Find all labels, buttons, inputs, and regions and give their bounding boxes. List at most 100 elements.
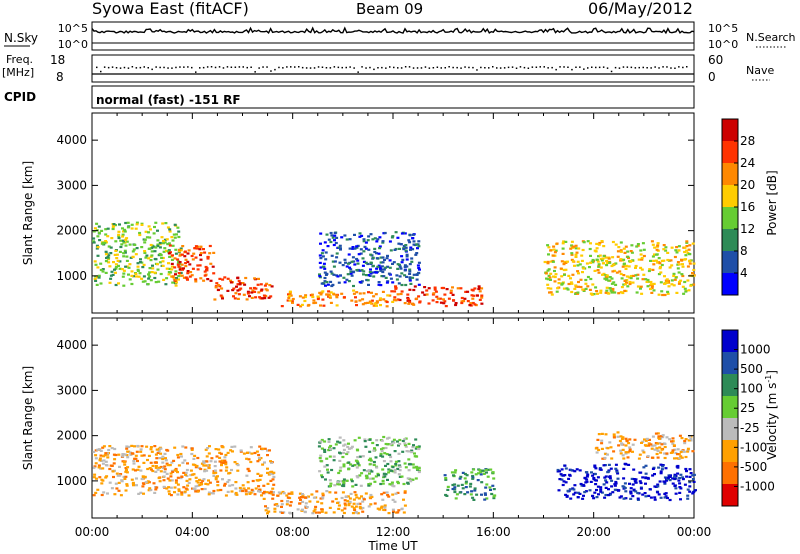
heatmap-cell [237,279,241,283]
heatmap-cell [299,305,303,308]
heatmap-cell [125,454,129,457]
heatmap-cell [347,447,351,450]
heatmap-cell [414,477,418,480]
heatmap-cell [238,489,242,493]
heatmap-cell [178,261,182,264]
heatmap-cell [453,490,457,494]
heatmap-cell [226,289,230,292]
heatmap-cell [688,481,692,484]
nave-dot [583,68,585,70]
heatmap-cell [121,453,125,456]
heatmap-cell [616,435,620,438]
heatmap-cell [120,243,124,246]
heatmap-cell [594,286,598,289]
heatmap-cell [123,477,127,480]
heatmap-cell [568,473,572,476]
heatmap-cell [136,269,140,272]
heatmap-cell [202,248,205,251]
heatmap-cell [214,471,218,474]
heatmap-cell [351,256,355,259]
heatmap-cell [156,451,160,454]
nave-dot [183,66,185,68]
heatmap-cell [327,290,331,293]
heatmap-cell [122,252,126,255]
heatmap-cell [653,496,657,499]
heatmap-cell [130,478,134,481]
heatmap-cell [346,499,350,503]
heatmap-cell [572,488,576,491]
heatmap-cell [669,451,673,454]
heatmap-cell [405,258,409,261]
heatmap-cell [312,496,316,499]
heatmap-cell [418,301,422,304]
heatmap-cell [640,441,643,444]
heatmap-cell [164,222,168,225]
nave-dot [670,67,672,69]
heatmap-cell [117,481,121,484]
heatmap-cell [96,266,100,269]
heatmap-cell [92,450,96,453]
heatmap-cell [158,243,162,246]
heatmap-cell [156,468,160,471]
heatmap-cell [150,450,154,453]
heatmap-cell [173,469,177,472]
heatmap-cell [256,479,260,482]
heatmap-cell [665,479,668,482]
heatmap-cell [208,445,211,448]
heatmap-cell [606,453,609,456]
heatmap-cell [166,243,170,246]
heatmap-cell [393,450,397,453]
heatmap-cell [251,479,255,483]
heatmap-cell [561,252,565,255]
heatmap-cell [373,447,376,450]
heatmap-cell [324,251,328,254]
heatmap-cell [687,248,691,251]
heatmap-cell [564,240,568,243]
heatmap-cell [653,253,656,256]
heatmap-cell [144,481,148,484]
heatmap-cell [238,486,242,490]
heatmap-cell [337,504,341,507]
heatmap-cell [398,247,401,250]
heatmap-cell [96,448,100,451]
heatmap-cell [106,453,110,456]
heatmap-cell [131,468,135,471]
heatmap-cell [323,276,327,280]
heatmap-cell [161,264,165,267]
heatmap-cell [549,291,553,294]
heatmap-cell [259,283,263,286]
heatmap-cell [257,490,260,493]
heatmap-cell [612,450,616,453]
heatmap-cell [652,259,656,262]
heatmap-cell [555,242,559,245]
heatmap-cell [174,273,177,276]
heatmap-cell [443,300,447,303]
heatmap-cell [355,291,359,294]
heatmap-cell [254,296,258,299]
heatmap-cell [220,464,223,467]
heatmap-cell [328,491,332,494]
heatmap-cell [243,283,247,286]
heatmap-cell [318,254,322,257]
heatmap-cell [658,442,662,445]
heatmap-cell [560,468,564,471]
heatmap-cell [320,474,324,477]
heatmap-cell [94,454,98,457]
heatmap-cell [342,480,345,483]
heatmap-cell [659,271,663,274]
heatmap-cell [341,491,345,494]
heatmap-cell [98,457,102,460]
nave-dot [151,68,153,71]
heatmap-cell [175,233,178,236]
heatmap-cell [564,493,568,496]
heatmap-cell [655,452,659,456]
heatmap-cell [108,265,112,268]
heatmap-cell [131,250,135,253]
nave-dot [349,66,351,68]
heatmap-cell [611,256,615,259]
heatmap-cell [354,296,357,299]
heatmap-cell [254,487,258,490]
heatmap-cell [612,433,616,436]
heatmap-cell [415,445,419,449]
